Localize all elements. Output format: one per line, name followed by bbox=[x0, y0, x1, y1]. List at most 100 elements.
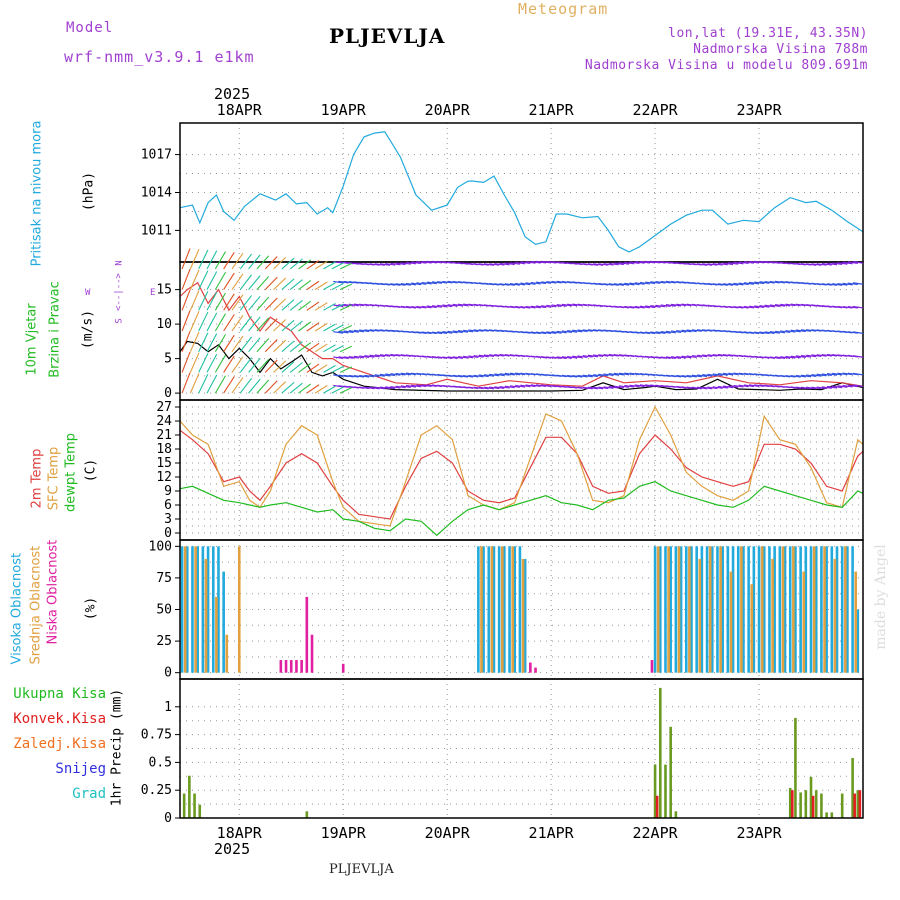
wind-arrow bbox=[499, 385, 510, 389]
bar bbox=[700, 546, 704, 673]
bar bbox=[856, 790, 860, 818]
wind-arrow bbox=[748, 305, 760, 309]
wind-arrow bbox=[754, 281, 765, 285]
wind-arrow bbox=[593, 374, 604, 377]
wind-arrow bbox=[214, 334, 226, 352]
wind-arrow bbox=[416, 261, 427, 264]
wind-arrow bbox=[754, 331, 765, 335]
wind-arrow bbox=[273, 277, 287, 290]
bar bbox=[752, 546, 756, 673]
bar bbox=[664, 764, 667, 818]
wind-arrow bbox=[582, 329, 593, 332]
wind-arrow bbox=[774, 280, 786, 284]
bar bbox=[820, 793, 823, 818]
wind-arrow bbox=[754, 305, 765, 309]
wind-arrow bbox=[790, 303, 801, 307]
temp-unit: (C) bbox=[83, 458, 99, 483]
wind-arrow bbox=[795, 355, 806, 358]
wind-arrow bbox=[323, 344, 336, 353]
bar bbox=[185, 546, 189, 673]
wind-arrow bbox=[509, 385, 521, 388]
wind-arrow bbox=[525, 305, 536, 309]
y-tick-label: 50 bbox=[156, 603, 172, 618]
bar bbox=[788, 787, 792, 818]
wind-arrow bbox=[314, 302, 328, 311]
wind-arrow bbox=[338, 330, 349, 334]
temp-label-2: SFC Temp bbox=[46, 446, 62, 511]
x-tick-label-bottom: 23APR bbox=[736, 824, 782, 842]
wind-arrow bbox=[478, 263, 489, 266]
wind-arrow bbox=[359, 386, 370, 390]
wind-arrow bbox=[587, 386, 598, 390]
wind-arrow bbox=[509, 305, 521, 309]
wind-arrow bbox=[281, 361, 295, 373]
wind-arrow bbox=[577, 329, 588, 333]
wind-arrow bbox=[769, 304, 780, 308]
wind-arrow bbox=[629, 305, 640, 309]
wind-arrow bbox=[785, 303, 796, 307]
wind-arrow bbox=[644, 384, 656, 387]
x-tick-label-top: 18APR bbox=[217, 101, 263, 119]
bar bbox=[198, 804, 202, 818]
wind-arrow bbox=[189, 311, 200, 332]
wind-arrow bbox=[691, 386, 702, 390]
bar bbox=[664, 546, 667, 673]
wind-arrow bbox=[400, 262, 411, 265]
wind-arrow bbox=[759, 305, 770, 308]
wind-arrow bbox=[343, 330, 354, 334]
wind-arrow bbox=[206, 374, 218, 394]
wind-arrow bbox=[379, 263, 391, 266]
wind-arrow bbox=[214, 272, 226, 290]
wind-arrow bbox=[603, 262, 614, 266]
wind-arrow bbox=[733, 305, 744, 309]
bar bbox=[781, 546, 785, 673]
wind-arrow bbox=[613, 283, 624, 286]
wind-arrow bbox=[561, 356, 573, 359]
bar bbox=[731, 546, 735, 673]
wind-arrow bbox=[421, 384, 432, 387]
wind-arrow bbox=[468, 303, 479, 307]
wind-arrow bbox=[790, 329, 801, 333]
wind-arrow bbox=[712, 373, 723, 377]
wind-arrow bbox=[593, 386, 604, 390]
wind-arrow bbox=[826, 283, 838, 286]
wind-arrow bbox=[629, 372, 640, 376]
wind-arrow bbox=[634, 261, 645, 264]
bar bbox=[804, 790, 808, 818]
year-top: 2025 bbox=[214, 85, 251, 103]
bar bbox=[719, 546, 722, 673]
wind-arrow bbox=[416, 305, 427, 309]
wind-arrow bbox=[743, 305, 754, 309]
bar bbox=[674, 546, 678, 673]
x-tick-label-top: 20APR bbox=[425, 101, 471, 119]
wind-arrow bbox=[273, 319, 287, 332]
wind-arrow bbox=[353, 355, 365, 359]
wind-arrow bbox=[780, 374, 791, 378]
cloud-label-3: Niska Oblacnost bbox=[45, 539, 61, 645]
x-tick-label-bottom: 21APR bbox=[529, 824, 575, 842]
wind-arrow bbox=[359, 355, 370, 359]
wind-arrow bbox=[181, 289, 191, 311]
wind-arrow bbox=[306, 363, 320, 373]
wind-arrow bbox=[546, 304, 557, 308]
x-tick-label-top: 22APR bbox=[633, 101, 679, 119]
wind-arrow bbox=[650, 331, 661, 335]
wind-arrow bbox=[239, 253, 253, 270]
bar bbox=[182, 793, 186, 818]
bar bbox=[830, 812, 834, 818]
wind-arrow bbox=[847, 384, 858, 388]
bar bbox=[237, 546, 241, 673]
bar bbox=[497, 546, 501, 673]
wind-arrow bbox=[189, 331, 200, 352]
wind-arrow bbox=[181, 248, 191, 270]
wind-arrow bbox=[256, 358, 270, 373]
bar bbox=[217, 546, 220, 673]
wind-arrow bbox=[852, 355, 864, 358]
wind-arrow bbox=[702, 263, 713, 266]
wind-arrow bbox=[587, 354, 598, 358]
wind-arrow bbox=[214, 354, 226, 373]
wind-arrow bbox=[774, 356, 786, 359]
precip-label-convective: Konvek.Kisa bbox=[13, 711, 106, 727]
wind-arrow bbox=[686, 329, 697, 333]
bar bbox=[503, 546, 506, 673]
